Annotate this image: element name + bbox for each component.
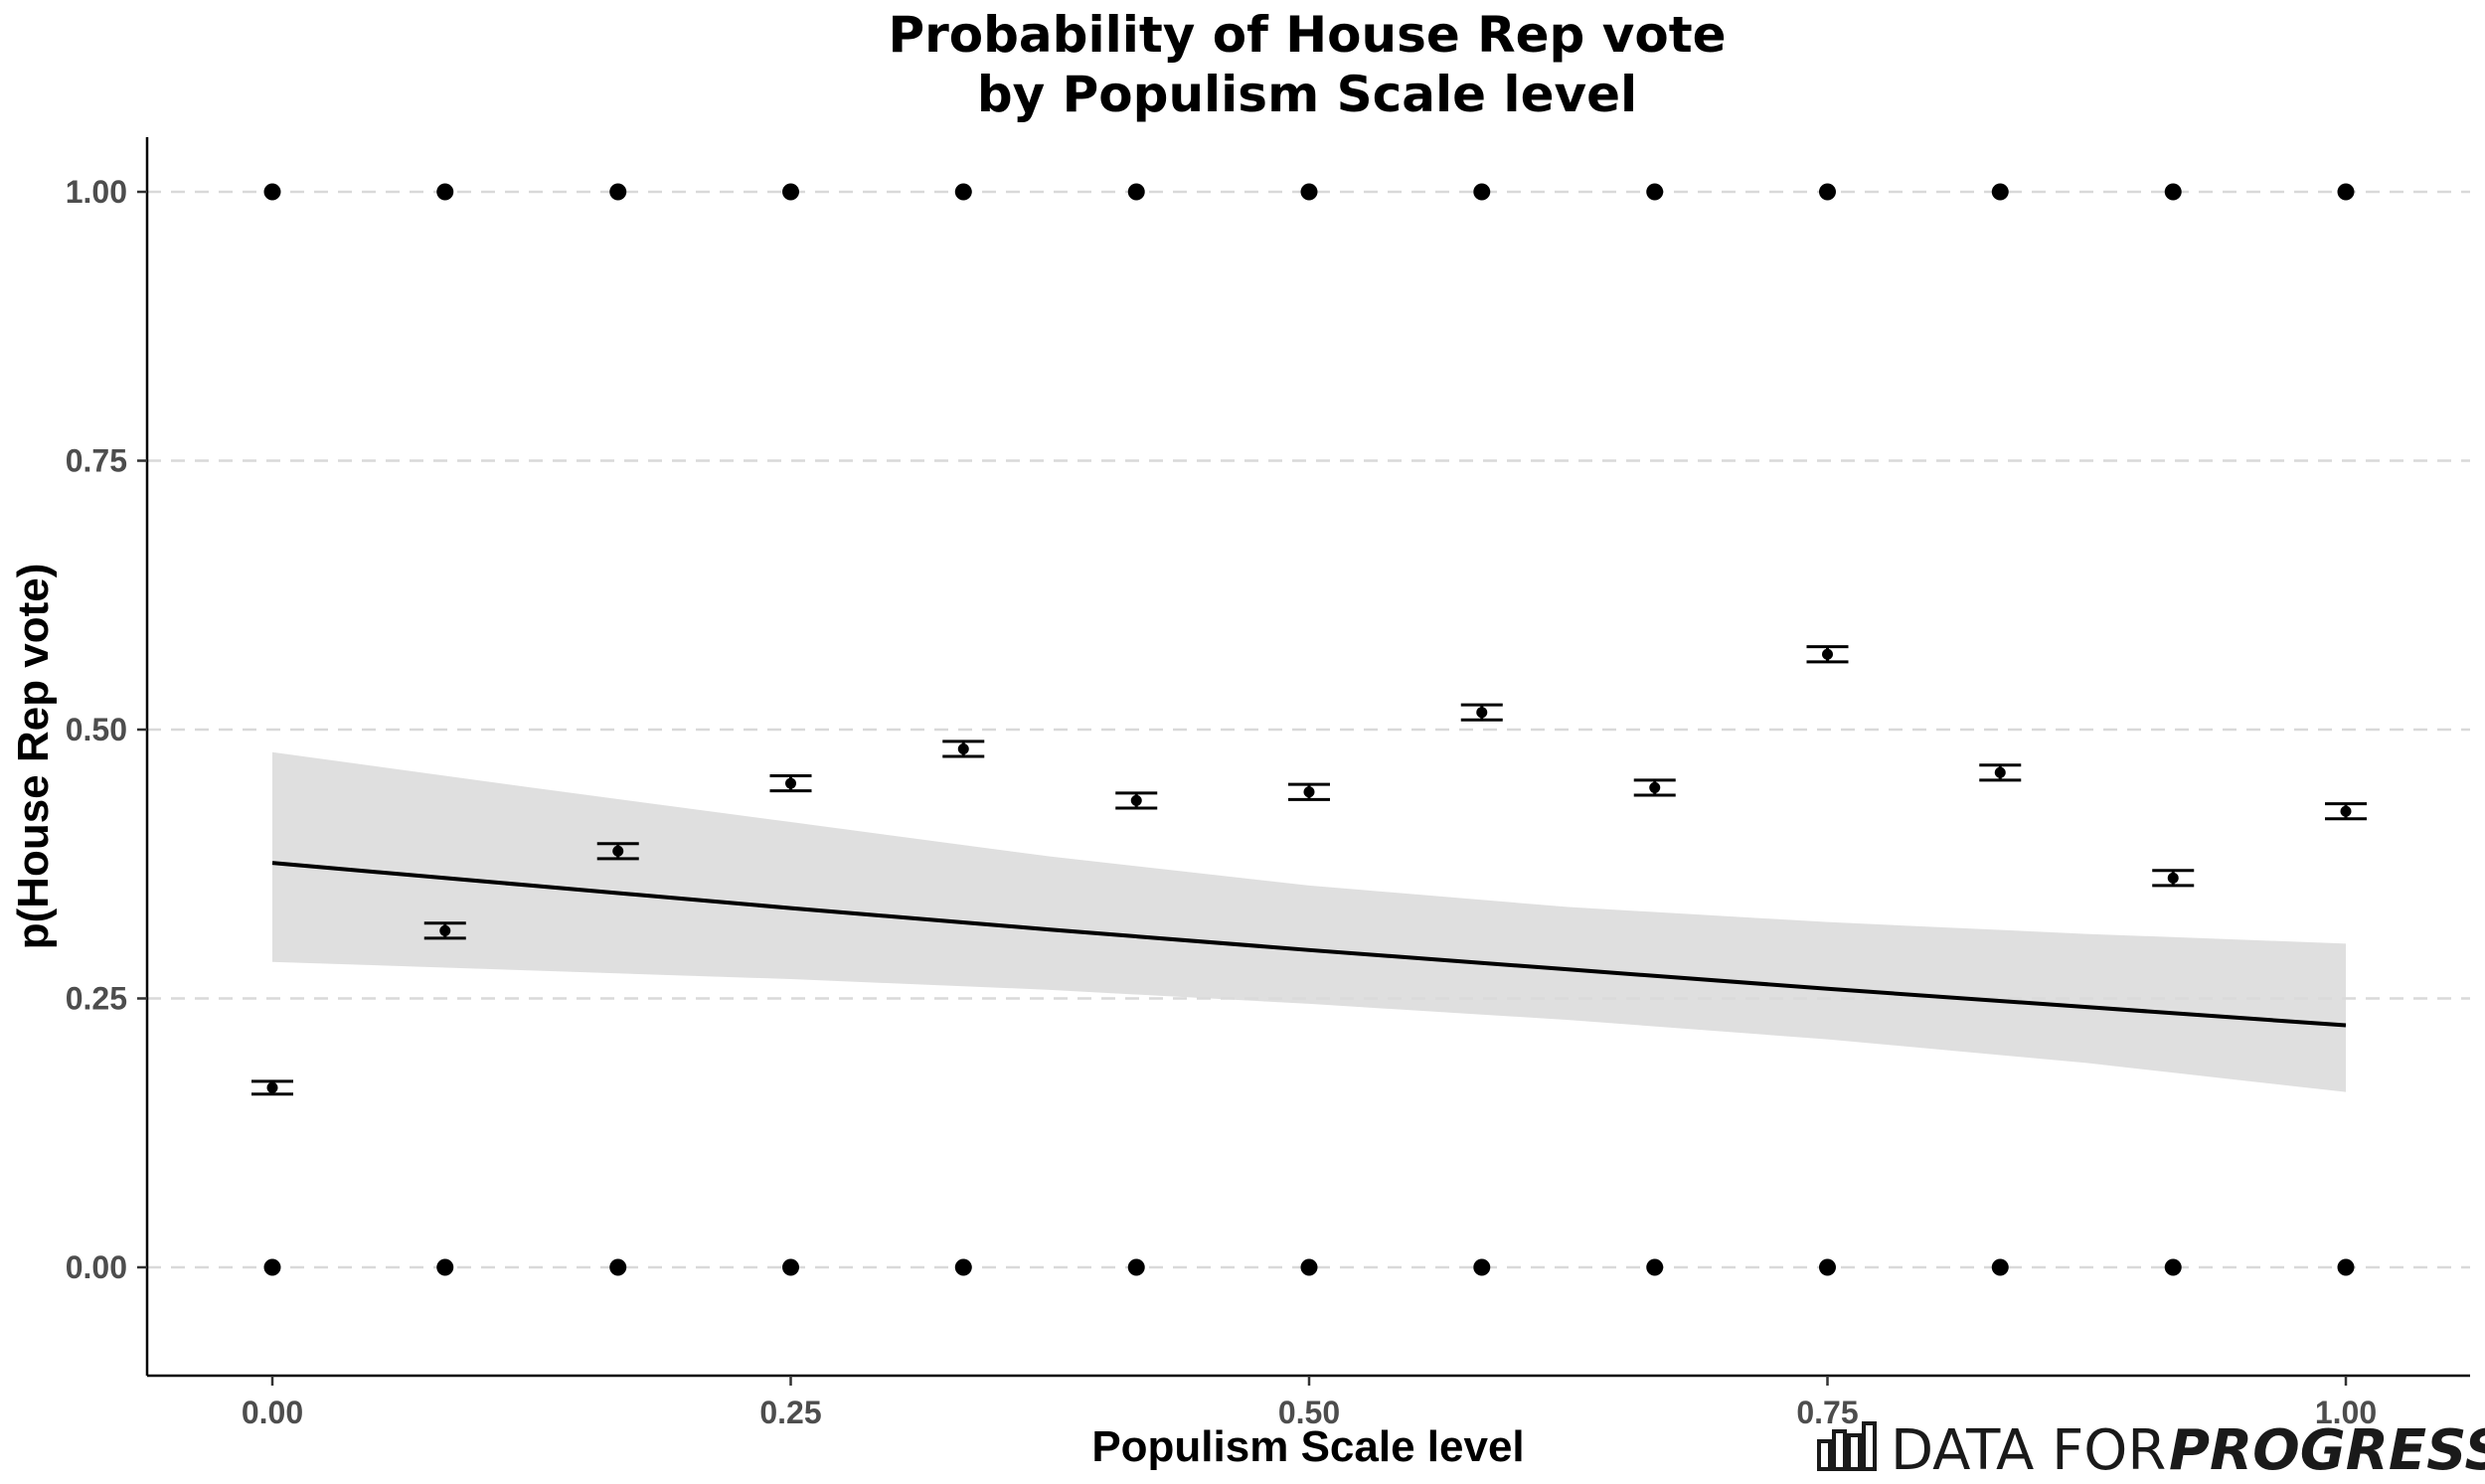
raw-point-4-y0 (954, 1258, 972, 1276)
x-tick-label-1: 0.25 (759, 1395, 821, 1430)
mean-point (1649, 781, 1661, 793)
raw-point-6-y0 (1300, 1258, 1318, 1276)
raw-point-8-y0 (1646, 1258, 1664, 1276)
mean-point (1994, 766, 2006, 778)
raw-point-1-y1 (436, 183, 454, 201)
y-axis-ticks: 0.00 0.25 0.50 0.75 1.00 (66, 174, 147, 1285)
gridlines (147, 190, 2470, 1269)
bar-chart-icon (1817, 1421, 1877, 1471)
binned-mean-7 (1460, 703, 1503, 722)
y-tick-label-1: 0.25 (66, 981, 127, 1017)
mean-point (266, 1081, 278, 1093)
binned-mean-0 (251, 1079, 293, 1096)
confidence-band (272, 751, 2346, 1092)
y-tick-label-3: 0.75 (66, 443, 127, 479)
mean-point (612, 845, 624, 857)
binned-means (251, 645, 2367, 1096)
binned-mean-2 (596, 842, 639, 861)
x-tick-label-0: 0.00 (242, 1395, 303, 1430)
y-axis-title: p(House Rep vote) (9, 564, 58, 950)
raw-point-2-y0 (609, 1258, 627, 1276)
mean-point (1303, 786, 1315, 798)
data-for-progress-logo: DATA FOR PROGRESS (1817, 1418, 2485, 1483)
binned-mean-4 (942, 740, 985, 758)
raw-points (263, 183, 2355, 1276)
y-tick-label-4: 1.00 (66, 174, 127, 210)
raw-point-1-y0 (436, 1258, 454, 1276)
x-axis-title: Populism Scale level (1091, 1422, 1524, 1471)
x-tick-label-2: 0.50 (1278, 1395, 1340, 1430)
fit-line-path (271, 861, 2347, 1028)
binned-mean-1 (423, 921, 466, 940)
raw-point-4-y1 (954, 183, 972, 201)
raw-point-2-y1 (609, 183, 627, 201)
binned-mean-6 (1288, 782, 1330, 801)
raw-point-6-y1 (1300, 183, 1318, 201)
raw-point-10-y1 (1991, 183, 2009, 201)
binned-mean-9 (1806, 645, 1849, 664)
raw-point-0-y0 (263, 1258, 281, 1276)
raw-point-3-y1 (782, 183, 799, 201)
raw-point-7-y1 (1473, 183, 1491, 201)
mean-point (957, 742, 969, 754)
raw-point-11-y0 (2164, 1258, 2182, 1276)
y-tick-label-2: 0.50 (66, 712, 127, 747)
binned-mean-10 (1979, 763, 2022, 782)
binned-mean-8 (1633, 778, 1676, 797)
raw-point-0-y1 (263, 183, 281, 201)
mean-point (2167, 872, 2179, 884)
mean-point (439, 924, 451, 936)
mean-point (1476, 707, 1488, 719)
raw-point-7-y0 (1473, 1258, 1491, 1276)
binned-mean-5 (1115, 791, 1158, 810)
chart-title-line-2: by Populism Scale level (977, 66, 1637, 123)
fit-line (271, 861, 2347, 1028)
raw-point-9-y1 (1819, 183, 1836, 201)
confidence-band-area (272, 751, 2346, 1092)
raw-point-11-y1 (2164, 183, 2182, 201)
raw-point-12-y0 (2337, 1258, 2355, 1276)
x-axis-ticks: 0.00 0.25 0.50 0.75 1.00 (242, 1376, 2377, 1430)
logo-text-progress: PROGRESS (2169, 1418, 2485, 1483)
binned-mean-12 (2325, 802, 2367, 821)
raw-point-10-y0 (1991, 1258, 2009, 1276)
x-tick-label-3: 0.75 (1796, 1395, 1858, 1430)
binned-mean-3 (769, 774, 812, 793)
raw-point-5-y0 (1127, 1258, 1145, 1276)
raw-point-5-y1 (1127, 183, 1145, 201)
chart-title-line-1: Probability of House Rep vote (888, 6, 1726, 64)
raw-point-9-y0 (1819, 1258, 1836, 1276)
logo-text-data-for: DATA FOR (1891, 1418, 2166, 1483)
y-tick-label-0: 0.00 (66, 1249, 127, 1285)
raw-point-12-y1 (2337, 183, 2355, 201)
mean-point (1130, 794, 1142, 806)
raw-point-8-y1 (1646, 183, 1664, 201)
x-tick-label-4: 1.00 (2315, 1395, 2377, 1430)
mean-point (785, 777, 796, 789)
mean-point (1822, 648, 1833, 660)
raw-point-3-y0 (782, 1258, 799, 1276)
mean-point (2340, 805, 2352, 817)
binned-mean-11 (2152, 869, 2195, 888)
